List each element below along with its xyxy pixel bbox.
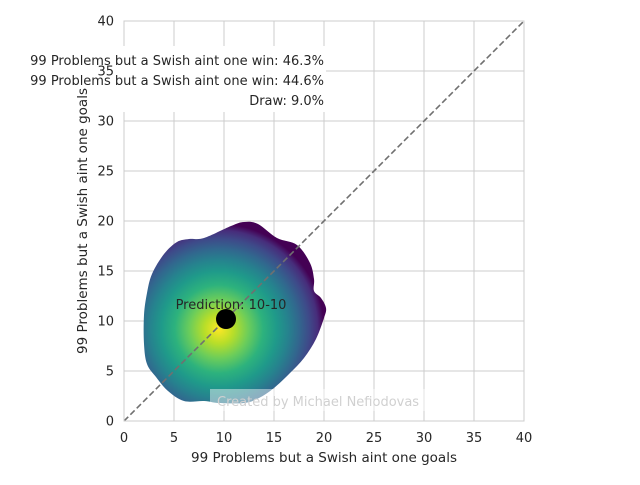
watermark: Created by Michael Nefiodovas <box>217 395 419 410</box>
y-tick-label-2: 10 <box>97 315 114 330</box>
y-tick-label-5: 25 <box>97 165 114 180</box>
watermark-background <box>210 389 434 411</box>
y-tick-labels: 0 5 10 15 20 25 30 35 40 <box>97 15 114 430</box>
density-contour <box>143 221 327 404</box>
x-tick-label-7: 35 <box>466 431 483 446</box>
prediction-layer <box>216 309 236 329</box>
x-tick-label-6: 30 <box>416 431 433 446</box>
annotation-background <box>6 46 326 112</box>
draw-annotation: Draw: 9.0% <box>249 94 324 109</box>
x-axis-label: 99 Problems but a Swish aint one goals <box>191 450 457 466</box>
x-tick-label-2: 10 <box>216 431 233 446</box>
y-axis-label: 99 Problems but a Swish aint one goals <box>75 88 91 354</box>
y-tick-label-3: 15 <box>97 265 114 280</box>
x-tick-label-5: 25 <box>366 431 383 446</box>
y-tick-label-4: 20 <box>97 215 114 230</box>
density-layer <box>143 221 327 404</box>
reference-line-layer <box>123 20 525 422</box>
x-tick-label-3: 15 <box>266 431 283 446</box>
x-tick-label-4: 20 <box>316 431 333 446</box>
y-tick-label-7: 35 <box>97 65 114 80</box>
y-tick-label-1: 5 <box>106 365 114 380</box>
y-tick-label-0: 0 <box>106 415 114 430</box>
diagonal-reference-line <box>123 20 525 422</box>
away-win-annotation: 99 Problems but a Swish aint one win: 44… <box>30 74 324 89</box>
plot-frame <box>123 20 525 422</box>
prediction-point <box>216 309 236 329</box>
prediction-label: Prediction: 10-10 <box>176 298 287 313</box>
x-tick-label-1: 5 <box>170 431 178 446</box>
axes-frame <box>123 20 525 422</box>
x-tick-labels: 0 5 10 15 20 25 30 35 40 <box>120 431 532 446</box>
x-tick-label-0: 0 <box>120 431 128 446</box>
home-win-annotation: 99 Problems but a Swish aint one win: 46… <box>30 54 324 69</box>
y-tick-label-8: 40 <box>97 15 114 30</box>
y-tick-label-6: 30 <box>97 115 114 130</box>
x-tick-label-8: 40 <box>516 431 533 446</box>
